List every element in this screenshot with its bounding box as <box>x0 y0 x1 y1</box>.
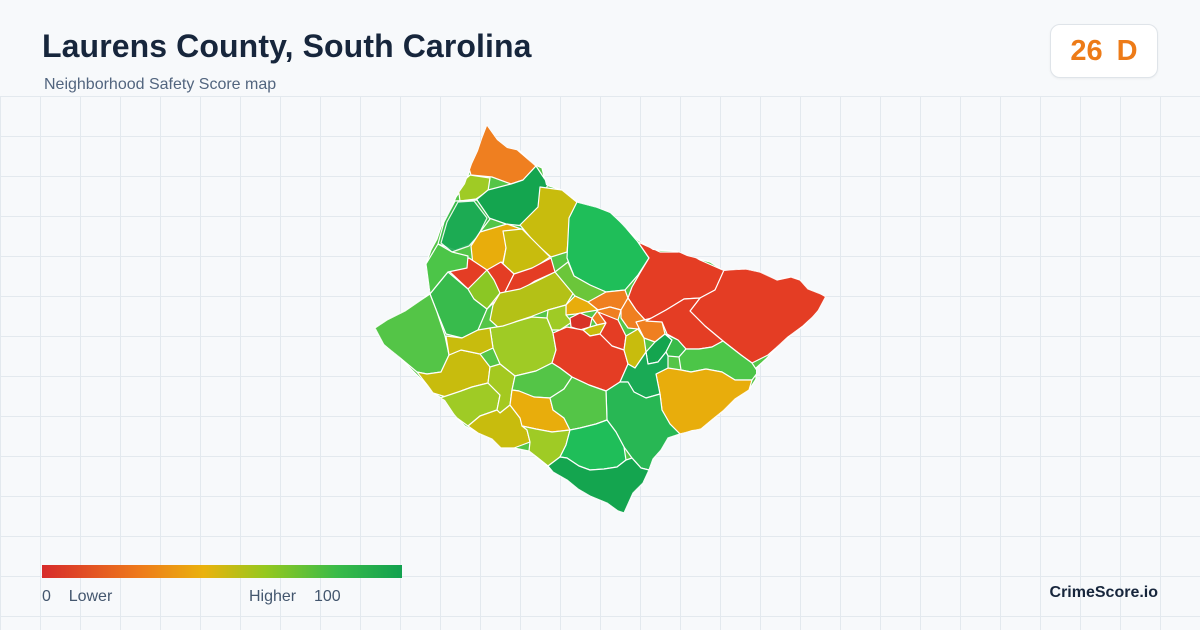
legend-min-label: Lower <box>68 588 113 605</box>
legend-low: 0 Lower <box>42 588 112 606</box>
legend-max-value: 100 <box>313 588 341 605</box>
legend-gradient-bar <box>42 565 402 578</box>
tract-east-green-1[interactable] <box>664 333 687 358</box>
tract-south-deep-bottom[interactable] <box>547 456 650 513</box>
tract-west-green-2[interactable] <box>429 271 488 339</box>
brand-label: CrimeScore.io <box>1049 584 1158 601</box>
tract-northwest-deep[interactable] <box>440 200 488 253</box>
score-legend: 0 Lower Higher 100 <box>42 565 402 608</box>
legend-high: Higher 100 <box>249 588 341 606</box>
legend-labels: 0 Lower Higher 100 <box>42 588 402 608</box>
legend-min-value: 0 <box>42 588 51 605</box>
tract-south-olive-2[interactable] <box>445 327 494 356</box>
page-subtitle: Neighborhood Safety Score map <box>44 76 277 93</box>
page-title: Laurens County, South Carolina <box>42 28 532 64</box>
tract-north-olive[interactable] <box>519 186 579 258</box>
safety-score-badge: 26 D <box>1050 24 1158 78</box>
score-grade: D <box>1116 34 1138 67</box>
tract-city-lime[interactable] <box>546 304 573 331</box>
score-value: 26 <box>1070 34 1103 67</box>
tract-north-tip[interactable] <box>467 123 537 185</box>
tract-city-amber[interactable] <box>565 295 599 316</box>
legend-max-label: Higher <box>249 588 297 605</box>
